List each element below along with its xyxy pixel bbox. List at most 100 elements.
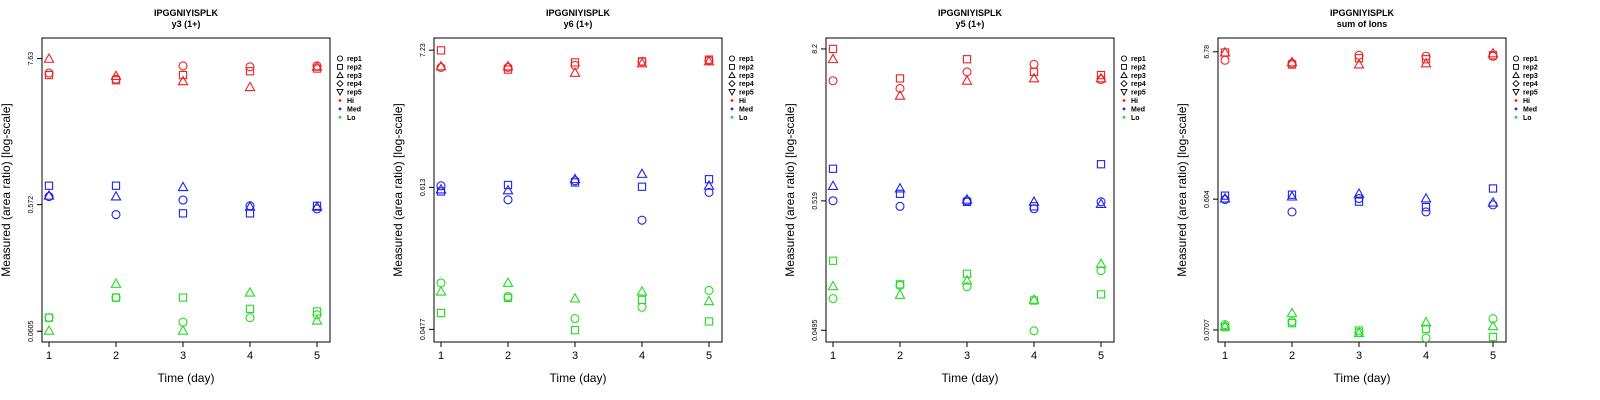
- legend-marker: [338, 107, 342, 111]
- data-point-med-rep2: [44, 181, 54, 190]
- data-point-hi-rep3: [110, 70, 122, 81]
- data-point-lo-rep2: [1421, 324, 1431, 333]
- data-point-med-rep2: [1029, 202, 1039, 211]
- data-point-med-rep3: [1028, 195, 1040, 206]
- legend-label: rep4: [739, 81, 754, 88]
- data-point-hi-rep1: [895, 83, 905, 93]
- data-point-hi-rep2: [1354, 54, 1364, 63]
- data-point-med-rep2: [178, 209, 188, 218]
- data-point-hi-rep3: [244, 81, 256, 92]
- plot-area: [41, 37, 331, 343]
- data-point-med-rep3: [244, 200, 256, 211]
- data-point-hi-rep3: [569, 67, 581, 77]
- data-point-med-rep1: [1096, 197, 1106, 207]
- data-point-lo-rep3: [569, 292, 581, 303]
- x-tick-label: 1: [830, 350, 836, 362]
- legend-marker: [1512, 71, 1520, 79]
- legend-label: rep3: [1131, 73, 1146, 80]
- data-point-lo-rep2: [1096, 290, 1106, 299]
- data-point-lo-rep2: [895, 280, 905, 289]
- legend-marker: [1122, 107, 1126, 111]
- legend-marker: [1514, 99, 1518, 102]
- legend-label: rep1: [1131, 56, 1146, 63]
- legend-marker: [337, 64, 343, 70]
- x-tick-label: 2: [113, 350, 119, 362]
- data-point-med-rep2: [1421, 202, 1431, 212]
- legend-label: Lo: [1523, 115, 1532, 122]
- data-point-lo-rep2: [637, 295, 647, 305]
- data-point-hi-rep3: [1487, 47, 1499, 58]
- data-point-lo-rep1: [245, 313, 255, 323]
- legend-label: Hi: [1523, 98, 1530, 105]
- data-point-med-rep3: [110, 190, 122, 201]
- data-point-lo-rep3: [177, 324, 189, 335]
- data-point-hi-rep3: [1353, 58, 1365, 69]
- data-point-hi-rep2: [245, 67, 255, 76]
- data-point-hi-rep3: [827, 53, 839, 64]
- x-axis-label: Time (day): [1334, 371, 1391, 385]
- data-point-lo-rep2: [1287, 319, 1297, 328]
- legend-marker: [1122, 115, 1126, 119]
- x-tick-label: 1: [1222, 350, 1228, 362]
- legend-label: Med: [739, 106, 753, 113]
- data-point-hi-rep3: [43, 52, 55, 63]
- x-tick-label: 5: [1490, 350, 1496, 362]
- legend-marker: [728, 71, 736, 79]
- legend-label: Med: [1523, 106, 1537, 113]
- data-point-lo-rep3: [961, 274, 973, 285]
- legend-label: Lo: [347, 115, 356, 122]
- data-point-lo-rep2: [570, 326, 580, 335]
- y-tick-label: 6.78: [1204, 45, 1211, 59]
- data-point-med-rep1: [44, 192, 54, 202]
- data-point-lo-rep1: [704, 285, 714, 296]
- legend-label: rep2: [1131, 64, 1146, 71]
- data-point-med-rep2: [1354, 197, 1364, 206]
- data-point-hi-rep1: [245, 62, 255, 72]
- legend-label: rep4: [1131, 81, 1146, 88]
- data-point-med-rep3: [1286, 190, 1298, 201]
- plot-area: [433, 37, 723, 343]
- legend-label: Lo: [739, 115, 748, 122]
- data-point-lo-rep3: [1095, 258, 1107, 268]
- data-point-hi-rep2: [44, 70, 54, 80]
- data-point-hi-rep3: [1095, 72, 1107, 83]
- y-axis-label: Measured (area ratio) [log-scale]: [391, 103, 405, 276]
- data-point-hi-rep3: [502, 60, 514, 71]
- data-point-hi-rep3: [435, 60, 447, 71]
- data-point-lo-rep2: [704, 317, 714, 326]
- data-point-lo-rep3: [311, 314, 323, 325]
- legend-marker: [336, 55, 344, 62]
- data-point-med-rep3: [894, 182, 906, 193]
- data-point-hi-rep2: [895, 74, 905, 83]
- data-point-med-rep1: [436, 181, 446, 191]
- data-point-med-rep1: [895, 201, 905, 211]
- data-point-med-rep3: [502, 184, 514, 195]
- data-point-lo-rep1: [1421, 333, 1431, 343]
- data-point-lo-rep1: [1029, 326, 1039, 336]
- data-point-lo-rep2: [44, 313, 54, 322]
- data-point-hi-rep2: [828, 44, 838, 54]
- chart-title: IPGGNIYISPLK: [938, 8, 1003, 18]
- data-point-lo-rep3: [110, 278, 122, 288]
- x-tick-label: 2: [1289, 350, 1295, 362]
- y-tick-label: 0.0605: [28, 320, 35, 342]
- x-tick-label: 3: [964, 350, 970, 362]
- data-point-med-rep3: [961, 193, 973, 204]
- data-point-lo-rep1: [570, 313, 580, 324]
- y-tick-label: 0.613: [420, 179, 427, 197]
- data-point-hi-rep3: [311, 60, 323, 71]
- data-point-med-rep1: [111, 209, 121, 220]
- data-point-lo-rep2: [436, 308, 446, 318]
- data-point-hi-rep2: [1096, 70, 1106, 80]
- y-tick-label: 0.0495: [812, 319, 819, 341]
- data-point-med-rep1: [828, 196, 838, 206]
- x-tick-label: 3: [572, 350, 578, 362]
- data-point-lo-rep3: [1487, 320, 1499, 331]
- legend-label: rep3: [739, 73, 754, 80]
- legend-marker: [1120, 55, 1128, 62]
- y-axis-label: Measured (area ratio) [log-scale]: [783, 103, 797, 276]
- data-point-lo-rep1: [1096, 266, 1106, 276]
